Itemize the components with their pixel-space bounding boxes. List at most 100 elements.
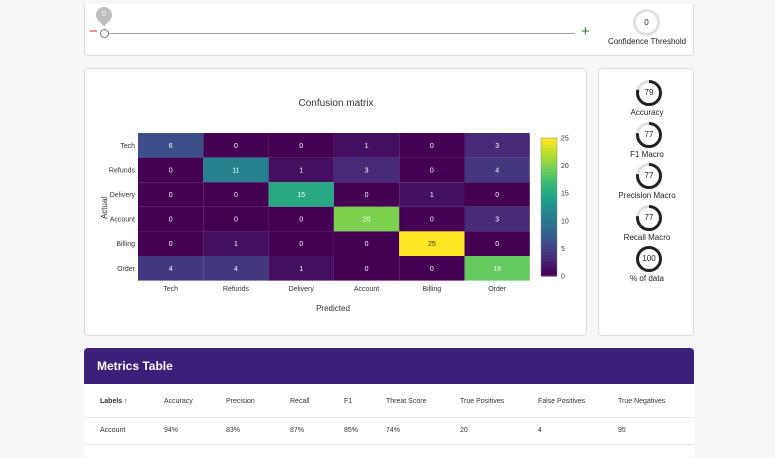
column-header[interactable]: Accuracy bbox=[164, 398, 193, 405]
heatmap-cell-value: 20 bbox=[363, 217, 371, 224]
slider-pin-value: 0 bbox=[102, 11, 106, 18]
table-cell: 4 bbox=[538, 427, 542, 434]
metric-gauge-value: 77 bbox=[644, 171, 654, 180]
table-cell: 87% bbox=[290, 427, 305, 434]
gauge-fill bbox=[636, 80, 662, 106]
colorbar-segment bbox=[541, 255, 557, 260]
column-header[interactable]: Precision bbox=[226, 398, 255, 405]
colorbar-tick-label: 20 bbox=[561, 163, 569, 170]
column-header[interactable]: Threat Score bbox=[386, 398, 427, 405]
table-cell: 83% bbox=[226, 427, 241, 434]
threshold-gauge: 0 bbox=[633, 9, 660, 36]
table-cell: 85% bbox=[344, 427, 359, 434]
heatmap-cell bbox=[399, 256, 465, 281]
decrease-threshold-button[interactable]: − bbox=[89, 23, 98, 40]
heatmap-cell-value: 1 bbox=[299, 167, 303, 174]
colorbar-segment bbox=[541, 196, 557, 201]
heatmap-cell bbox=[333, 157, 400, 183]
threshold-slider-handle[interactable] bbox=[100, 29, 109, 38]
heatmap-cell bbox=[333, 133, 400, 158]
heatmap-cell bbox=[203, 206, 269, 232]
sort-labels-header[interactable]: Labels ↑ bbox=[100, 398, 128, 405]
colorbar-segment bbox=[541, 203, 557, 208]
heatmap-cell-value: 3 bbox=[495, 217, 499, 224]
y-axis-label: Actual bbox=[100, 197, 109, 219]
x-tick-label: Billing bbox=[423, 286, 442, 293]
heatmap-cell-value: 0 bbox=[365, 192, 369, 199]
colorbar-segment bbox=[541, 224, 557, 229]
colorbar-segment bbox=[541, 207, 557, 212]
colorbar-segment bbox=[541, 155, 557, 160]
colorbar-segment bbox=[541, 151, 557, 156]
heatmap-cell-value: 0 bbox=[495, 192, 499, 199]
metric-gauge-label: Precision Macro bbox=[618, 191, 676, 200]
x-tick-label: Tech bbox=[163, 286, 178, 293]
heatmap-cell-value: 4 bbox=[234, 266, 238, 273]
heatmap-cell bbox=[203, 157, 269, 183]
heatmap-cell-value: 0 bbox=[299, 143, 303, 150]
y-tick-label: Tech bbox=[120, 143, 135, 150]
gauge-ring bbox=[636, 163, 662, 189]
column-header[interactable]: F1 bbox=[344, 398, 353, 405]
heatmap-cell-value: 1 bbox=[430, 192, 434, 199]
heatmap-cell-value: 0 bbox=[299, 217, 303, 224]
heatmap-cell-value: 4 bbox=[495, 167, 499, 174]
colorbar-segment bbox=[541, 234, 557, 239]
colorbar-segment bbox=[541, 238, 557, 243]
metric-gauge-label: Accuracy bbox=[630, 108, 664, 117]
increase-threshold-button[interactable]: + bbox=[581, 23, 590, 40]
colorbar-tick-label: 10 bbox=[561, 218, 569, 225]
heatmap-cell-value: 0 bbox=[169, 217, 173, 224]
metric-gauge-value: 100 bbox=[642, 254, 656, 263]
y-tick-label: Refunds bbox=[109, 167, 136, 174]
heatmap-cell bbox=[333, 182, 400, 207]
column-header[interactable]: Recall bbox=[290, 398, 310, 405]
metric-gauge: 100 bbox=[635, 245, 663, 273]
threshold-slider-track[interactable] bbox=[103, 33, 575, 34]
heatmap-cell bbox=[399, 157, 465, 183]
colorbar-segment bbox=[541, 265, 557, 270]
gauge-ring bbox=[636, 80, 662, 106]
heatmap-cell-value: 0 bbox=[430, 167, 434, 174]
colorbar-segment bbox=[541, 200, 557, 205]
heatmap-cell-value: 0 bbox=[234, 192, 238, 199]
heatmap-cell bbox=[203, 182, 269, 207]
heatmap-cell-value: 0 bbox=[299, 241, 303, 248]
heatmap-cell-value: 4 bbox=[169, 266, 173, 273]
heatmap-cell-value: 0 bbox=[234, 143, 238, 150]
table-cell: 74% bbox=[386, 427, 401, 434]
threshold-gauge-value: 0 bbox=[644, 18, 649, 27]
heatmap-cell-value: 3 bbox=[495, 143, 499, 150]
colorbar-segment bbox=[541, 210, 557, 215]
colorbar-segment bbox=[541, 272, 557, 277]
colorbar-segment bbox=[541, 158, 557, 163]
heatmap-cell bbox=[138, 206, 204, 232]
colorbar-tick-label: 0 bbox=[561, 274, 565, 281]
heatmap-cell-value: 0 bbox=[169, 241, 173, 248]
heatmap-cell-value: 0 bbox=[430, 143, 434, 150]
table-cell: 94% bbox=[164, 427, 179, 434]
colorbar-tick-label: 25 bbox=[561, 136, 569, 143]
colorbar-segment bbox=[541, 175, 557, 180]
gauge-ring bbox=[636, 121, 662, 148]
colorbar-segment bbox=[541, 169, 557, 174]
summary-metrics-panel: 79 Accuracy 77 F1 Macro 77 Precision Macro 77 R… bbox=[598, 68, 694, 336]
heatmap-cell bbox=[203, 231, 269, 256]
heatmap-cell bbox=[268, 256, 334, 281]
x-tick-label: Account bbox=[354, 286, 379, 293]
colorbar-segment bbox=[541, 269, 557, 274]
heatmap-cell bbox=[138, 157, 204, 183]
heatmap-cell bbox=[464, 206, 530, 232]
column-header[interactable]: False Positives bbox=[538, 398, 586, 405]
colorbar-segment bbox=[541, 217, 557, 222]
column-header[interactable]: True Negatives bbox=[618, 398, 666, 405]
heatmap-cell-value: 0 bbox=[495, 241, 499, 248]
column-header[interactable]: True Positives bbox=[460, 398, 505, 405]
heatmap-cell bbox=[464, 182, 530, 207]
heatmap-cell bbox=[268, 206, 334, 232]
heatmap-cell-value: 0 bbox=[365, 241, 369, 248]
colorbar-segment bbox=[541, 213, 557, 218]
heatmap-cell bbox=[333, 231, 400, 256]
heatmap-cell bbox=[464, 157, 530, 183]
